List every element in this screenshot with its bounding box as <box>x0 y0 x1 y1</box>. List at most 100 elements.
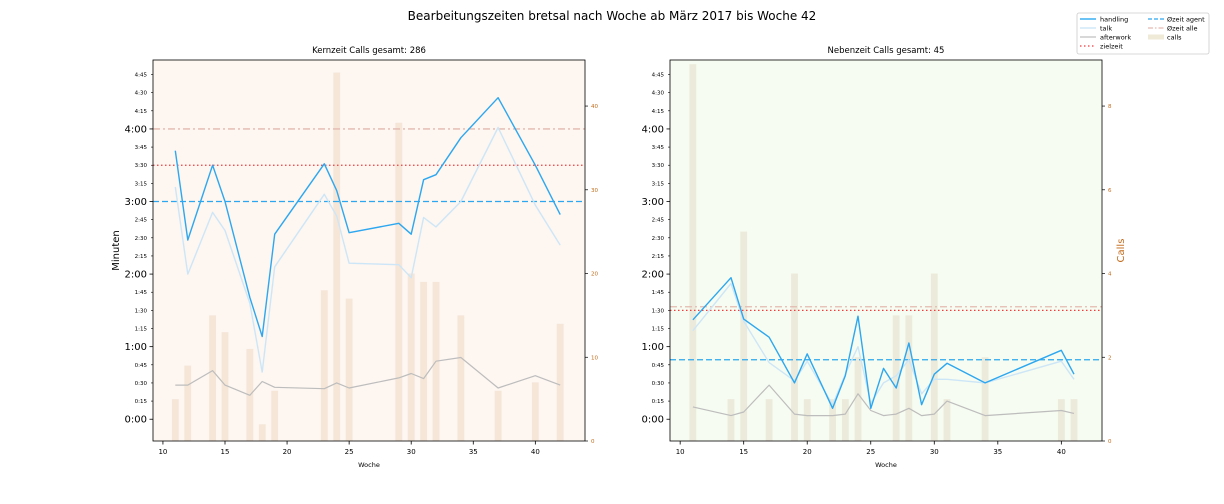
y-tick-label-minor: 3:15 <box>652 181 665 187</box>
y2-axis-label: Calls <box>1116 239 1127 263</box>
y2-tick-label: 10 <box>591 355 598 361</box>
calls-bar <box>171 399 179 441</box>
y-tick-label-major: 3:00 <box>642 197 664 208</box>
y-tick-label-major: 4:00 <box>125 124 147 135</box>
x-tick-label: 20 <box>803 448 812 456</box>
calls-bar <box>765 399 773 441</box>
legend-entry-ozeit-agent: Øzeit agent <box>1148 16 1205 24</box>
y-tick-label-minor: 4:30 <box>135 91 148 97</box>
calls-bar <box>905 315 913 441</box>
legend: handling talk afterwork zielzeit Øzeit a… <box>1076 12 1210 55</box>
calls-bar <box>841 399 849 441</box>
x-tick-label: 35 <box>993 448 1002 456</box>
y-axis-label: Minuten <box>111 230 122 271</box>
x-tick-label: 25 <box>866 448 875 456</box>
y-tick-label-minor: 1:15 <box>135 327 148 333</box>
y-tick-label-minor: 0:15 <box>135 399 148 405</box>
y-tick-label-minor: 0:15 <box>652 399 665 405</box>
x-tick-label: 15 <box>221 448 230 456</box>
x-axis-label: Woche <box>875 461 897 469</box>
y-tick-label-minor: 1:45 <box>135 290 148 296</box>
legend-label-calls: calls <box>1167 34 1182 42</box>
legend-label-afterwork: afterwork <box>1100 34 1131 42</box>
calls-bar <box>1057 399 1065 441</box>
calls-bar <box>1070 399 1078 441</box>
y2-tick-label: 20 <box>591 272 598 278</box>
y-tick-label-minor: 1:45 <box>652 290 665 296</box>
y-tick-label-minor: 3:45 <box>652 145 665 151</box>
y-tick-label-major: 4:00 <box>642 124 664 135</box>
x-tick-label: 30 <box>930 448 939 456</box>
legend-label-zielzeit: zielzeit <box>1100 43 1123 51</box>
y2-tick-label: 2 <box>1108 355 1112 361</box>
y-tick-label-major: 3:00 <box>125 197 147 208</box>
y-tick-label-minor: 2:30 <box>135 236 148 242</box>
y-tick-label-minor: 1:15 <box>652 327 665 333</box>
plot-frame <box>152 59 586 442</box>
legend-label-ozeit-agent: Øzeit agent <box>1167 16 1205 24</box>
y-tick-label-minor: 4:15 <box>135 109 148 115</box>
plot-frame <box>669 59 1103 442</box>
calls-bar <box>184 365 192 441</box>
y-tick-label-major: 2:00 <box>125 270 147 281</box>
calls-bar <box>395 122 403 442</box>
legend-entry-zielzeit: zielzeit <box>1080 43 1123 51</box>
calls-bar <box>727 399 735 441</box>
series-line-afterwork <box>175 356 561 396</box>
legend-frame <box>1076 12 1210 55</box>
calls-bar <box>420 281 428 441</box>
calls-bar <box>791 273 798 441</box>
calls-bar <box>829 399 837 441</box>
calls-bar <box>930 273 938 441</box>
y-tick-label-minor: 3:30 <box>135 163 148 169</box>
y-tick-label-major: 0:00 <box>642 415 664 426</box>
subplot-title: Nebenzeit Calls gesamt: 45 <box>828 46 945 56</box>
calls-bar <box>943 399 951 441</box>
calls-bar <box>209 315 216 441</box>
panel-kernzeit: 10 15 20 25 30 35 40 0:00 1:00 2:00 3:00 4:00 0:15 0:… <box>111 46 598 469</box>
y-tick-label-minor: 0:30 <box>652 381 665 387</box>
x-tick-label: 10 <box>676 448 685 456</box>
legend-entry-handling: handling <box>1080 16 1128 24</box>
y2-tick-label: 4 <box>1108 272 1112 278</box>
series-line-talk <box>174 126 561 373</box>
y-tick-label-minor: 2:15 <box>652 254 665 260</box>
y-tick-label-major: 0:00 <box>125 415 147 426</box>
calls-bar <box>740 231 748 441</box>
calls-bar <box>531 382 539 441</box>
y-tick-label-minor: 0:30 <box>135 381 148 387</box>
y-tick-label-major: 1:00 <box>125 342 147 353</box>
x-tick-label: 25 <box>345 448 354 456</box>
y2-tick-label: 30 <box>591 188 598 194</box>
x-axis-label: Woche <box>358 461 380 469</box>
x-tick-label: 20 <box>283 448 292 456</box>
y-tick-label-minor: 0:45 <box>135 363 148 369</box>
series-line-handling <box>692 277 1075 409</box>
calls-bar <box>345 298 353 441</box>
y-tick-label-minor: 4:45 <box>652 73 665 79</box>
y2-tick-label: 8 <box>1108 104 1112 110</box>
legend-label-ozeit-alle: Øzeit alle <box>1167 25 1198 33</box>
y-tick-label-minor: 0:45 <box>652 363 665 369</box>
x-tick-label: 15 <box>739 448 748 456</box>
y-tick-label-minor: 2:45 <box>652 218 665 224</box>
y-tick-label-major: 1:00 <box>642 342 664 353</box>
y-tick-label-minor: 2:45 <box>135 218 148 224</box>
y-tick-label-minor: 3:45 <box>135 145 148 151</box>
calls-bar <box>271 390 279 441</box>
calls-bar <box>892 315 900 441</box>
y-tick-label-minor: 2:15 <box>135 254 148 260</box>
calls-bar <box>407 273 415 441</box>
y-tick-label-minor: 3:15 <box>135 181 148 187</box>
legend-entry-talk: talk <box>1080 25 1112 33</box>
calls-bar <box>689 64 697 441</box>
subplot-title: Kernzeit Calls gesamt: 286 <box>312 46 426 56</box>
calls-bar <box>803 399 811 441</box>
y-tick-label-minor: 3:30 <box>652 163 665 169</box>
y-tick-label-minor: 1:30 <box>652 308 665 314</box>
y-tick-label-minor: 4:45 <box>135 73 148 79</box>
series-line-afterwork <box>692 384 1075 417</box>
calls-bar <box>457 315 465 441</box>
y-tick-label-minor: 2:30 <box>652 236 665 242</box>
